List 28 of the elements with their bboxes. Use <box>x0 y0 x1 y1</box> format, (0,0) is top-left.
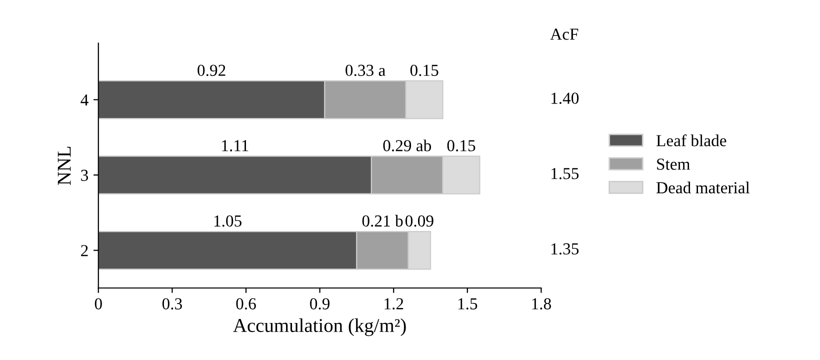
x-tick-label: 0 <box>94 298 102 310</box>
x-tick-label: 1.5 <box>458 298 478 310</box>
x-tick-label: 0.3 <box>162 298 182 310</box>
x-tick-label: 0.9 <box>310 298 330 310</box>
text: 1.40 <box>552 92 579 104</box>
text: 1.35 <box>552 243 579 255</box>
y-tick-label: 4 <box>80 94 88 106</box>
y-tick-label: 3 <box>81 170 88 181</box>
legend-label: Stem <box>657 158 690 170</box>
legend-label: Leaf blade <box>656 134 726 146</box>
y-axis-title: NNL <box>58 146 71 186</box>
x-tick-label: 1.8 <box>532 298 551 310</box>
text: 1.55 <box>552 168 579 180</box>
data-label: 1.11 <box>222 140 248 152</box>
data-label: 0.09 <box>405 215 434 227</box>
legend-label: Dead material <box>656 182 750 194</box>
x-tick-label: 0.6 <box>236 298 256 310</box>
data-label: 0.21 b <box>362 214 403 227</box>
y-tick-label: 2 <box>81 245 88 256</box>
data-label: 0.15 <box>410 64 438 76</box>
x-axis-title: Accumulation (kg/m²) <box>233 318 406 336</box>
data-label: 0.15 <box>447 140 476 152</box>
data-label: 0.33 a <box>346 64 386 76</box>
x-tick-label: 1.2 <box>384 298 404 310</box>
data-label: 1.05 <box>214 215 242 227</box>
data-label: 0.92 <box>198 64 226 76</box>
data-label: 0.29 ab <box>383 140 432 152</box>
text: AcF <box>550 28 578 40</box>
